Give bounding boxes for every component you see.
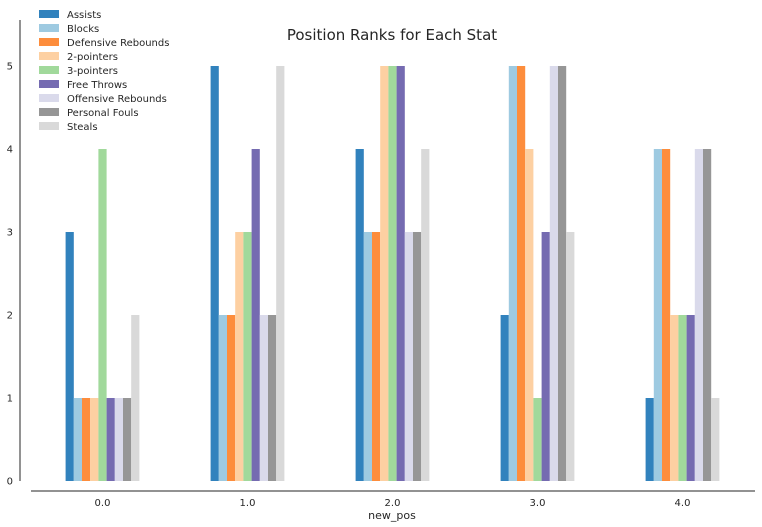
bar-7-3: [558, 66, 567, 481]
bars-layer: [65, 66, 720, 481]
bar-4-1: [243, 232, 252, 481]
bar-1-4: [653, 149, 662, 481]
bar-7-4: [703, 149, 712, 481]
x-axis-label: new_pos: [368, 509, 416, 522]
x-tick-label-0: 0.0: [95, 498, 111, 509]
bar-1-2: [363, 232, 372, 481]
bar-7-0: [123, 398, 132, 481]
legend-label-4: 3-pointers: [67, 66, 118, 77]
legend-swatch-7: [39, 108, 59, 116]
legend-label-6: Offensive Rebounds: [67, 94, 167, 105]
bar-6-0: [114, 398, 123, 481]
bar-3-4: [670, 315, 679, 481]
legend-label-7: Personal Fouls: [67, 108, 139, 119]
legend-swatch-6: [39, 94, 59, 102]
bar-5-1: [251, 149, 260, 481]
bar-5-4: [686, 315, 695, 481]
bar-6-1: [259, 315, 268, 481]
y-tick-label-4: 4: [7, 145, 13, 156]
bar-6-3: [549, 66, 558, 481]
bar-8-4: [711, 398, 720, 481]
bar-4-3: [533, 398, 542, 481]
legend-label-8: Steals: [67, 122, 98, 133]
x-ticks: 0.0 1.0 2.0 3.0 4.0: [95, 498, 691, 509]
bar-1-1: [218, 315, 227, 481]
legend-label-1: Blocks: [67, 24, 99, 35]
legend-swatch-0: [39, 10, 59, 18]
bar-8-2: [421, 149, 430, 481]
bar-7-2: [413, 232, 422, 481]
legend-label-2: Defensive Rebounds: [67, 38, 169, 49]
legend-swatch-1: [39, 24, 59, 32]
legend: Assists Blocks Defensive Rebounds 2-pointer…: [39, 10, 169, 133]
legend-swatch-3: [39, 52, 59, 60]
bar-1-3: [508, 66, 517, 481]
bar-2-3: [517, 66, 526, 481]
bar-2-1: [227, 315, 236, 481]
bar-4-0: [98, 149, 107, 481]
bar-2-0: [82, 398, 91, 481]
y-tick-label-2: 2: [7, 311, 13, 322]
y-tick-label-0: 0: [7, 477, 13, 488]
bar-5-0: [106, 398, 115, 481]
legend-label-0: Assists: [67, 10, 101, 21]
bar-0-2: [355, 149, 364, 481]
legend-swatch-2: [39, 38, 59, 46]
bar-2-2: [372, 232, 381, 481]
y-ticks: 0 1 2 3 4 5: [7, 62, 13, 488]
bar-3-1: [235, 232, 244, 481]
bar-0-3: [500, 315, 509, 481]
bar-0-4: [645, 398, 654, 481]
x-tick-label-3: 3.0: [530, 498, 546, 509]
legend-swatch-5: [39, 80, 59, 88]
bar-5-2: [396, 66, 405, 481]
bar-3-3: [525, 149, 534, 481]
chart-title: Position Ranks for Each Stat: [287, 26, 497, 44]
bar-3-0: [90, 398, 99, 481]
bar-0-0: [65, 232, 74, 481]
legend-label-5: Free Throws: [67, 80, 127, 91]
x-tick-label-4: 4.0: [675, 498, 691, 509]
bar-7-1: [268, 315, 277, 481]
bar-8-1: [276, 66, 285, 481]
bar-1-0: [73, 398, 82, 481]
bar-4-2: [388, 66, 397, 481]
x-tick-label-2: 2.0: [385, 498, 401, 509]
y-tick-label-3: 3: [7, 228, 13, 239]
bar-3-2: [380, 66, 389, 481]
bar-0-1: [210, 66, 219, 481]
y-tick-label-5: 5: [7, 62, 13, 73]
x-tick-label-1: 1.0: [240, 498, 256, 509]
bar-2-4: [662, 149, 671, 481]
bar-4-4: [678, 315, 687, 481]
bar-8-0: [131, 315, 140, 481]
legend-swatch-8: [39, 122, 59, 130]
bar-8-3: [566, 232, 575, 481]
y-tick-label-1: 1: [7, 394, 13, 405]
legend-label-3: 2-pointers: [67, 52, 118, 63]
bar-5-3: [541, 232, 550, 481]
legend-swatch-4: [39, 66, 59, 74]
bar-6-4: [694, 149, 703, 481]
bar-6-2: [404, 232, 413, 481]
